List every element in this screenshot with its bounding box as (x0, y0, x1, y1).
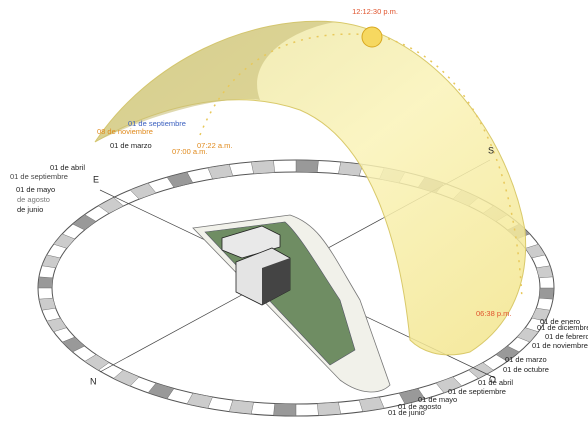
ring-segment (358, 396, 385, 412)
ring-segment (228, 399, 254, 415)
ring-segment (84, 354, 110, 371)
compass-east: E (93, 174, 99, 184)
ring-segment (250, 160, 275, 174)
ring-segment (538, 287, 555, 300)
ring-segment (37, 276, 54, 289)
date-label: 01 de abril (478, 378, 513, 387)
date-label: 01 de marzo (505, 355, 547, 364)
ring-segment (516, 327, 539, 343)
ring-segment (295, 159, 319, 173)
date-label: 08 de noviembre (97, 127, 153, 136)
dome-inner-face (95, 21, 335, 142)
time-label: 06:38 p.m. (476, 309, 511, 318)
date-label: 01 de junio (388, 408, 425, 417)
date-label: de junio (17, 205, 43, 214)
date-label: 01 de diciembre (537, 323, 588, 332)
ring-segment (186, 392, 213, 409)
ring-segment (524, 243, 546, 259)
date-label: 01 de agosto (398, 402, 441, 411)
ring-segment (113, 369, 140, 387)
compass-north: N (90, 376, 97, 386)
ring-segment (468, 362, 495, 379)
date-label: 01 de abril (50, 163, 85, 172)
ring-segment (273, 403, 297, 417)
ring-segment (398, 388, 426, 405)
ring-segment (317, 402, 342, 416)
compass-south: S (488, 145, 494, 155)
sun (361, 26, 383, 48)
ring-segment (72, 214, 97, 231)
date-label: 01 de noviembre (532, 341, 588, 350)
date-label: 01 de octubre (503, 365, 549, 374)
date-label: 01 de septiembre (128, 119, 186, 128)
ring-segment (435, 376, 463, 394)
date-label: 01 de marzo (110, 141, 152, 150)
ring-segment (536, 265, 554, 279)
date-label: de agosto (17, 195, 50, 204)
sun-time-label: 12:12:30 p.m. (352, 7, 398, 16)
ring-segment (129, 182, 157, 200)
ring-segment (61, 336, 86, 353)
ring-segment (338, 161, 364, 177)
date-label: 01 de septiembre (10, 172, 68, 181)
ring-segment (207, 164, 234, 180)
date-label: 01 de septiembre (448, 387, 506, 396)
ring-segment (97, 197, 124, 214)
ring-segment (41, 254, 61, 269)
ring-segment (147, 382, 175, 400)
compass-west: O (489, 374, 496, 384)
building (221, 225, 281, 259)
date-label: 01 de febrero (545, 332, 588, 341)
ring-segment (166, 171, 194, 188)
date-label: 01 de mayo (16, 185, 55, 194)
sun-track (199, 33, 523, 301)
ring-segment (53, 233, 76, 249)
time-label: 07:22 a.m. (197, 141, 232, 150)
ring-segment (38, 297, 56, 311)
building-shadow-face (262, 258, 290, 305)
ring-segment (46, 317, 68, 333)
ring-segment (495, 345, 520, 362)
time-label: 07:00 a.m. (172, 147, 207, 156)
date-label: 01 de enero (540, 317, 580, 326)
date-label: 01 de mayo (418, 395, 457, 404)
ring-segment (531, 307, 551, 322)
